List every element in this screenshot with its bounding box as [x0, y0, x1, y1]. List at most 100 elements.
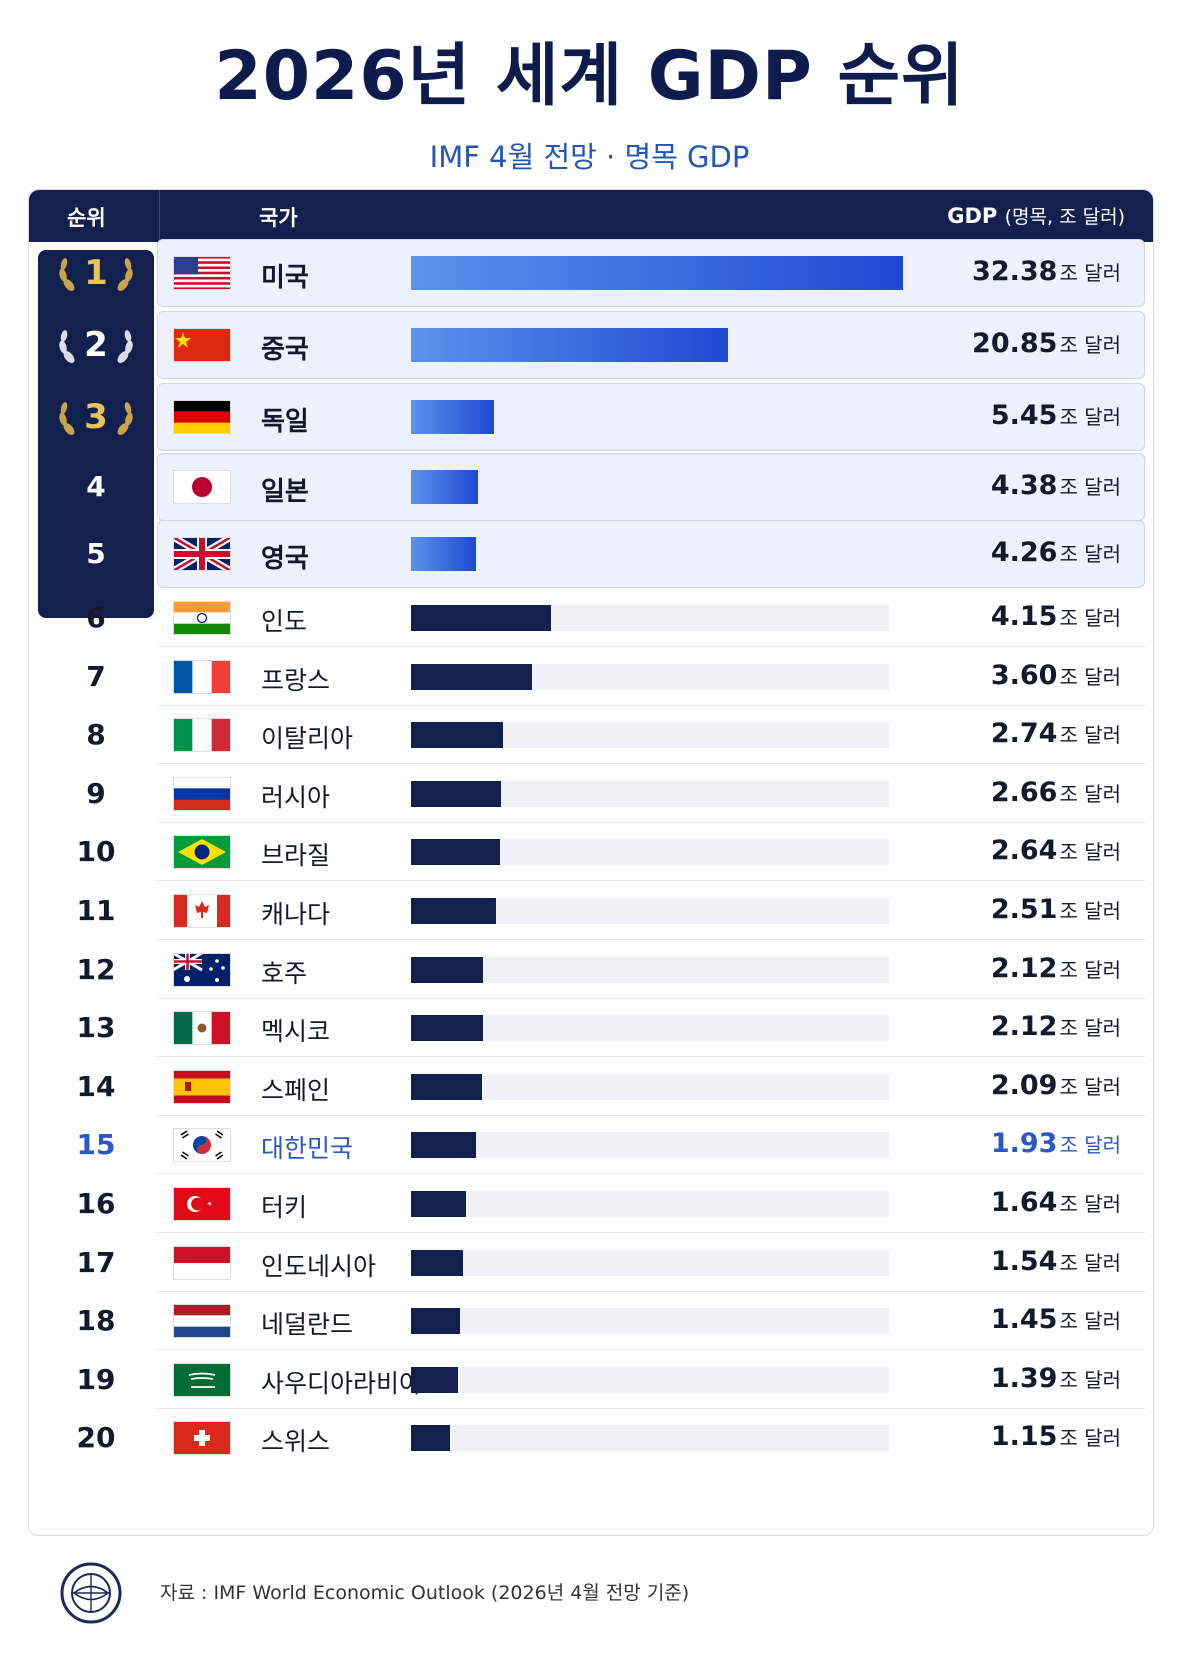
rank-number: 16: [76, 1187, 116, 1220]
country-name: 프랑스: [261, 665, 331, 695]
japan-flag-icon: [173, 470, 231, 504]
table-row: 6 인도 4.15 조 달러: [29, 589, 1153, 647]
russia-flag-icon: [173, 776, 231, 811]
table-row: 13 멕시코 2.12 조 달러: [29, 999, 1153, 1058]
table-row: 3 독일 5.45 조 달러: [29, 383, 1153, 451]
gdp-bar-track: [411, 1308, 889, 1335]
gdp-number: 1.39: [990, 1362, 1058, 1394]
row-divider: [157, 1173, 1145, 1175]
header-country: 국가: [259, 206, 298, 230]
rank-number: 18: [76, 1304, 116, 1338]
top5-row-panel: [157, 383, 1145, 451]
row-divider: [157, 1349, 1145, 1351]
gdp-number: 1.64: [990, 1187, 1058, 1218]
gdp-bar: [411, 537, 476, 571]
india-flag-icon: [173, 601, 231, 635]
gdp-unit: 조 달러: [1059, 957, 1121, 982]
turkey-flag-icon: [173, 1187, 231, 1221]
row-divider: [157, 704, 1145, 706]
rank-number: 9: [86, 776, 106, 810]
table-row: 7 프랑스 3.60 조 달러: [29, 648, 1153, 706]
rank-number: 14: [76, 1069, 116, 1103]
germany-flag-icon: [173, 400, 231, 434]
gdp-bar-track: [411, 1425, 889, 1452]
country-name: 호주: [261, 958, 308, 988]
gdp-bar: [411, 839, 501, 866]
gdp-unit: 조 달러: [1059, 405, 1121, 429]
rank-number: 5: [86, 537, 106, 570]
gdp-bar: [411, 663, 533, 690]
top5-row-panel: [157, 311, 1145, 379]
table-row: 12 호주 2.12 조 달러: [29, 941, 1153, 999]
rank-number: 13: [76, 1011, 116, 1045]
gdp-number: 3.60: [990, 659, 1058, 691]
gdp-unit: 조 달러: [1059, 1074, 1121, 1099]
imf-seal-icon: [60, 1562, 122, 1624]
country-name: 미국: [261, 263, 309, 293]
gdp-bar: [411, 1191, 467, 1217]
indonesia-flag-icon: [173, 1245, 231, 1280]
gdp-bar: [411, 898, 496, 924]
gdp-bar: [411, 328, 728, 362]
row-divider: [157, 1290, 1145, 1292]
gdp-bar-track: [411, 956, 889, 983]
gdp-bar: [411, 1425, 450, 1452]
gdp-unit: 조 달러: [1059, 1016, 1121, 1041]
country-name: 캐나다: [261, 900, 331, 929]
gdp-value: 20.85 조 달러: [972, 328, 1121, 359]
gdp-value: 1.54 조 달러: [991, 1246, 1121, 1277]
row-divider: [157, 821, 1145, 823]
country-name: 중국: [261, 335, 309, 365]
gdp-number: 4.15: [990, 601, 1058, 632]
table-header: 순위 국가 GDP (명목, 조 달러): [29, 190, 1153, 242]
gdp-number: 2.09: [990, 1069, 1058, 1101]
gdp-value: 4.38 조 달러: [991, 470, 1121, 501]
korea-flag-icon: [173, 1128, 231, 1163]
gdp-number: 1.54: [990, 1245, 1058, 1277]
gdp-bar-track: [411, 1073, 889, 1100]
row-divider: [157, 880, 1145, 882]
gdp-unit: 조 달러: [1059, 333, 1121, 357]
brazil-flag-icon: [173, 835, 231, 870]
gdp-bar: [411, 1015, 483, 1042]
gdp-unit: 조 달러: [1059, 899, 1121, 923]
gdp-number: 2.51: [990, 894, 1058, 925]
gdp-unit: 조 달러: [1059, 1367, 1121, 1392]
rank-number: 4: [86, 470, 106, 503]
gdp-value: 1.15 조 달러: [991, 1421, 1121, 1452]
gdp-value: 5.45 조 달러: [991, 400, 1121, 431]
source-note: 자료 : IMF World Economic Outlook (2026년 4…: [160, 1582, 690, 1604]
table-row: 16 터키 1.64 조 달러: [29, 1175, 1153, 1233]
top5-row-panel: [157, 453, 1145, 521]
table-row: 10 브라질 2.64 조 달러: [29, 823, 1153, 882]
country-name: 네덜란드: [261, 1310, 354, 1340]
gdp-bar: [411, 470, 478, 504]
table-row: 1 미국 32.38 조 달러: [29, 239, 1153, 307]
top5-row-panel: [157, 520, 1145, 588]
switzerland-flag-icon: [173, 1421, 231, 1456]
top5-rank-column: [38, 250, 154, 618]
gdp-unit: 조 달러: [1059, 475, 1121, 499]
gdp-bar: [411, 1308, 460, 1335]
header-gdp-note: (명목, 조 달러): [1004, 206, 1125, 228]
country-name: 브라질: [261, 841, 331, 871]
gdp-unit: 조 달러: [1059, 723, 1121, 748]
gdp-number: 1.93: [990, 1128, 1058, 1160]
china-flag-icon: [173, 328, 231, 362]
rank-number: 7: [86, 659, 106, 693]
gdp-bar: [411, 1132, 477, 1159]
rank-number: 15: [76, 1128, 116, 1162]
gdp-bar: [411, 722, 504, 749]
rank-number: 1: [84, 253, 108, 293]
rank-number: 19: [76, 1362, 116, 1396]
rank-number: 8: [86, 718, 106, 752]
row-divider: [157, 1232, 1145, 1233]
gdp-value: 32.38 조 달러: [972, 256, 1121, 287]
gdp-number: 1.45: [990, 1304, 1058, 1336]
gdp-value: 2.74 조 달러: [991, 718, 1121, 749]
page-subtitle: IMF 4월 전망 · 명목 GDP: [429, 140, 750, 174]
bronze-laurel-icon: [49, 391, 143, 443]
rank-number: 2: [84, 325, 108, 365]
gdp-number: 20.85: [972, 328, 1058, 359]
